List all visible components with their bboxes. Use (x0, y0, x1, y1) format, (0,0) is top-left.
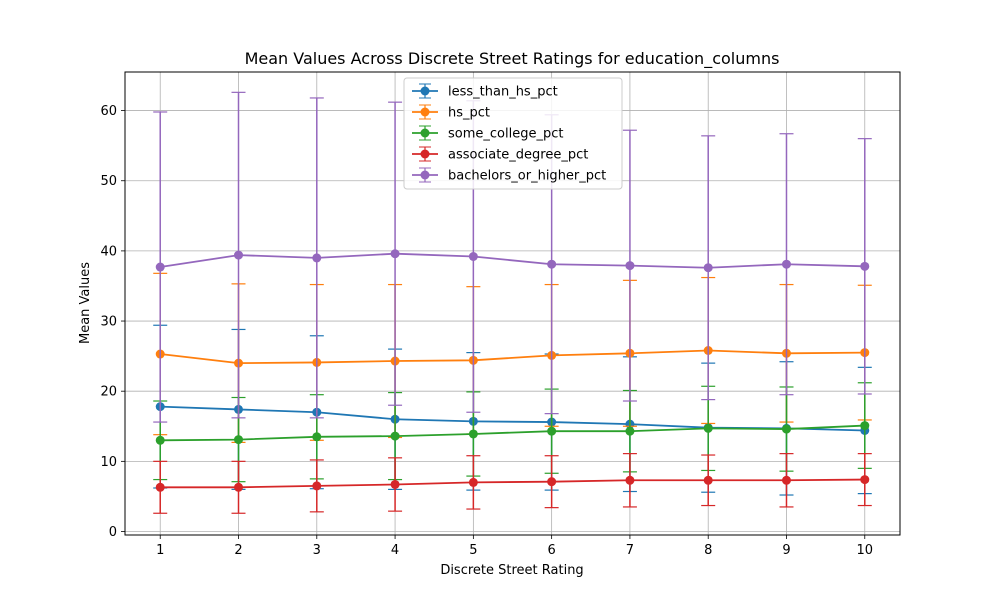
data-point (703, 423, 713, 433)
data-point (547, 426, 557, 436)
legend: less_than_hs_pct hs_pct some_college_pctas… (403, 77, 623, 190)
data-point (312, 481, 322, 491)
data-point (860, 421, 870, 431)
legend-label: bachelors_or_higher_pct (448, 169, 606, 184)
plot-frame (124, 71, 901, 536)
series-layer (153, 91, 872, 514)
data-point (312, 253, 322, 263)
series-line (160, 424, 865, 442)
y-axis-label: Mean Values (78, 262, 93, 344)
data-point (547, 477, 557, 487)
x-tick-label: 9 (782, 543, 790, 558)
chart-title: Mean Values Across Discrete Street Ratin… (245, 49, 780, 69)
series-associate_degree_pct (153, 453, 872, 514)
x-tick-label: 4 (391, 543, 399, 558)
data-point (547, 259, 557, 269)
data-point (703, 263, 713, 273)
x-axis-label: Discrete Street Rating (440, 563, 583, 578)
data-point (155, 262, 165, 272)
data-point (781, 259, 791, 269)
x-tick-label: 8 (704, 543, 712, 558)
legend-label: hs_pct (448, 106, 490, 121)
data-point (155, 482, 165, 492)
y-tick-label: 60 (100, 104, 117, 119)
series-line (160, 349, 865, 365)
series-bachelors_or_higher_pct (153, 91, 872, 423)
data-point (781, 475, 791, 485)
data-point (468, 251, 478, 261)
legend-label: less_than_hs_pct (448, 85, 558, 100)
data-point (390, 479, 400, 489)
legend-label: some_college_pct (448, 127, 563, 142)
x-tick-label: 5 (469, 543, 477, 558)
y-tick-label: 40 (100, 244, 117, 259)
series-line (160, 478, 865, 489)
data-point (390, 249, 400, 259)
data-point (234, 435, 244, 445)
x-tick-label: 10 (856, 543, 873, 558)
data-point (625, 426, 635, 436)
data-point (860, 475, 870, 485)
data-point (312, 432, 322, 442)
data-point (390, 431, 400, 441)
data-point (234, 482, 244, 492)
legend-swatch-marker (420, 149, 430, 159)
y-tick-label: 50 (100, 174, 117, 189)
x-tick-label: 1 (156, 543, 164, 558)
y-tick-label: 10 (100, 455, 117, 470)
data-point (155, 435, 165, 445)
legend-swatch-marker (420, 107, 430, 117)
data-point (468, 477, 478, 487)
series-line (160, 252, 865, 269)
legend-box (403, 77, 623, 190)
data-point (781, 424, 791, 434)
x-tick-label: 7 (626, 543, 634, 558)
y-tick-label: 30 (100, 315, 117, 330)
data-point (703, 475, 713, 485)
y-tick-label: 0 (109, 525, 117, 540)
axis-layer: 1 2 3 4 5 6 7 8 9 10 0 10 20 30 40 50 60 (100, 104, 873, 558)
legend-swatch-marker (420, 170, 430, 180)
data-point (625, 261, 635, 271)
x-tick-label: 3 (313, 543, 321, 558)
x-tick-label: 2 (234, 543, 242, 558)
data-point (234, 250, 244, 260)
data-point (625, 475, 635, 485)
data-point (468, 429, 478, 439)
legend-swatch-marker (420, 86, 430, 96)
legend-swatch-marker (420, 128, 430, 138)
x-tick-label: 6 (548, 543, 556, 558)
data-point (860, 261, 870, 271)
y-tick-label: 20 (100, 385, 117, 400)
legend-label: associate_degree_pct (448, 148, 588, 163)
